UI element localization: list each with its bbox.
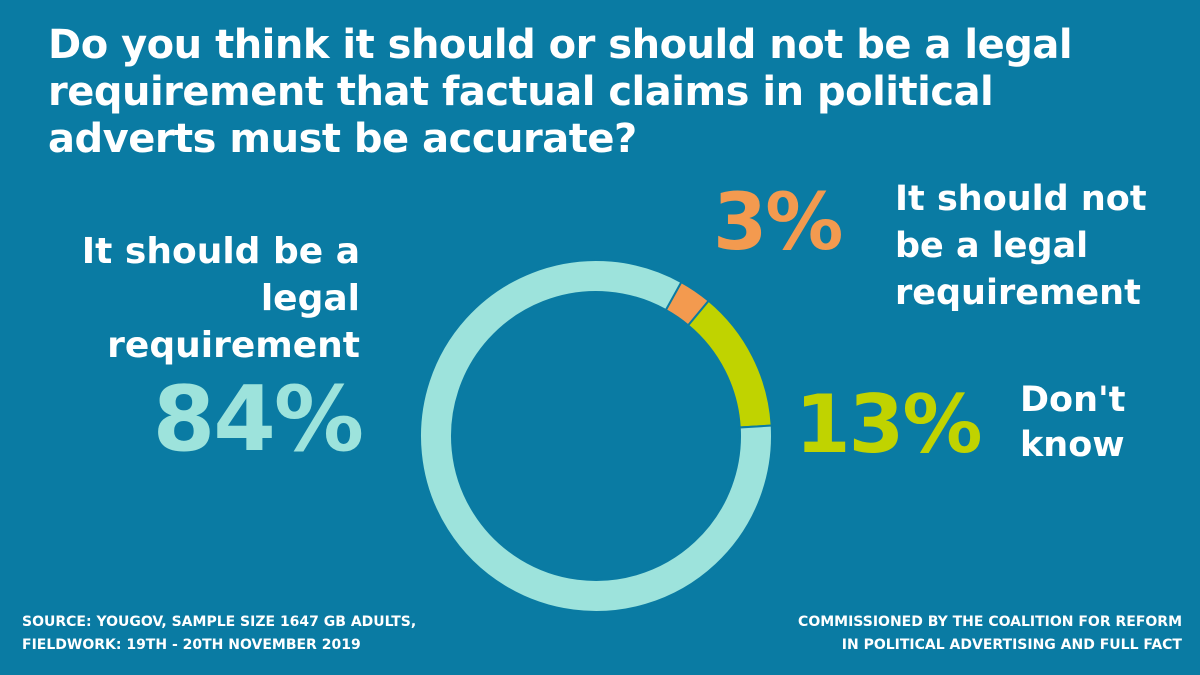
slice-value-should-not: 3% [713, 178, 843, 268]
source-line-1: SOURCE: YOUGOV, SAMPLE SIZE 1647 GB ADUL… [22, 614, 417, 630]
slice-value-should: 84% [152, 367, 364, 472]
chart-title: Do you think it should or should not be … [48, 22, 1073, 162]
slice-should [419, 259, 773, 613]
slice-label-dont-know: Don't know [1020, 380, 1126, 465]
credit-note: COMMISSIONED BY THE COALITION FOR REFORM… [742, 611, 1182, 657]
slice-value-dont-know: 13% [795, 378, 982, 471]
slice-dont-know [686, 299, 773, 429]
source-line-2: FIELDWORK: 19TH - 20TH NOVEMBER 2019 [22, 637, 361, 653]
credit-line-1: COMMISSIONED BY THE COALITION FOR REFORM [798, 614, 1182, 630]
source-note: SOURCE: YOUGOV, SAMPLE SIZE 1647 GB ADUL… [22, 611, 462, 657]
credit-line-2: IN POLITICAL ADVERTISING AND FULL FACT [841, 637, 1182, 653]
slice-label-should-not: It should not be a legal requirement [895, 179, 1147, 313]
slice-label-should: It should be a legal requirement [81, 231, 360, 366]
